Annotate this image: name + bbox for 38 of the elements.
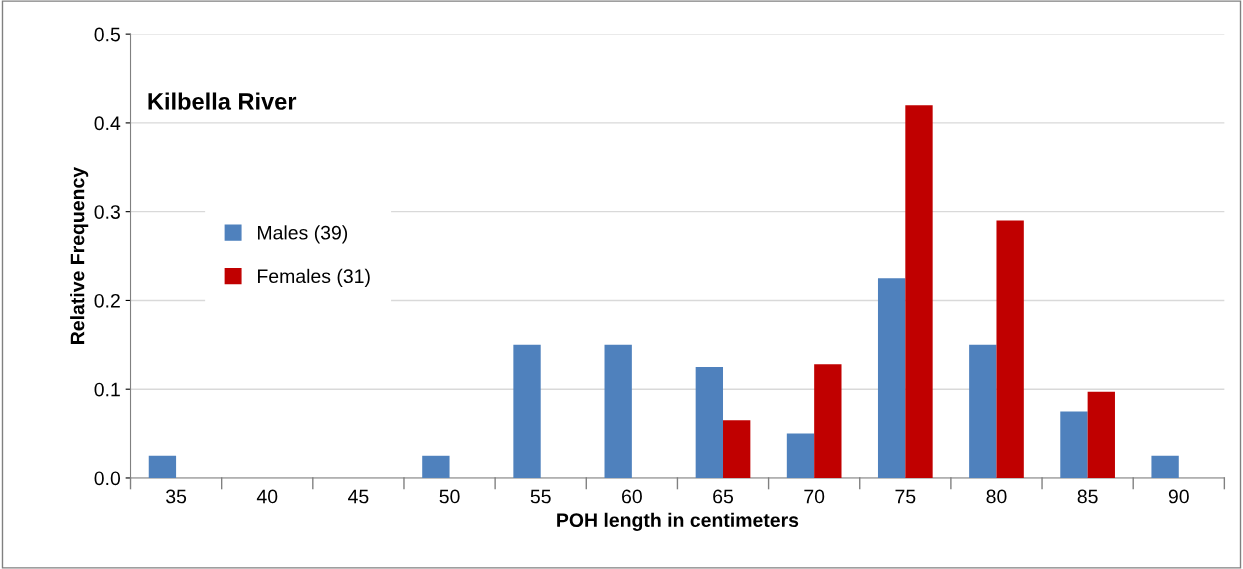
x-tick-label: 75 <box>895 489 916 504</box>
bar <box>148 455 177 478</box>
y-tick-label: 0.2 <box>94 293 120 308</box>
x-tick-label: 85 <box>1077 489 1098 504</box>
bar <box>604 344 632 478</box>
y-axis-title: Relative Frequency <box>70 166 89 344</box>
annotation: Kilbella River <box>148 92 297 110</box>
bar <box>422 455 450 478</box>
y-tick-label: 0.0 <box>94 471 121 486</box>
bar <box>969 344 997 478</box>
x-tick-label: 60 <box>622 489 642 504</box>
x-tick-label: 55 <box>530 489 551 504</box>
x-tick-label: 40 <box>256 489 278 504</box>
x-tick-label: 50 <box>439 489 460 504</box>
bar <box>723 420 751 478</box>
bar <box>786 433 815 478</box>
legend-label: Males (39) <box>258 225 348 244</box>
y-tick-label: 0.1 <box>94 382 120 397</box>
bar <box>513 344 541 478</box>
x-tick-label: 90 <box>1168 489 1189 504</box>
x-tick-label: 45 <box>348 489 369 504</box>
bar <box>695 367 724 478</box>
bar <box>1087 391 1115 478</box>
x-tick-label: 70 <box>804 489 825 504</box>
x-tick-label: 35 <box>166 489 187 504</box>
bar <box>877 278 906 478</box>
y-tick-label: 0.4 <box>94 116 121 131</box>
bar <box>905 105 933 478</box>
bar <box>996 220 1024 478</box>
y-tick-label: 0.5 <box>94 27 120 42</box>
bar <box>814 364 842 478</box>
x-tick-label: 80 <box>986 489 1007 504</box>
x-tick-label: 65 <box>713 489 734 504</box>
bar <box>1151 455 1179 478</box>
bar <box>1060 411 1088 478</box>
x-axis-title: POH length in centimeters <box>557 512 799 531</box>
y-tick-label: 0.3 <box>94 205 120 219</box>
legend-label: Females (31) <box>258 268 370 287</box>
